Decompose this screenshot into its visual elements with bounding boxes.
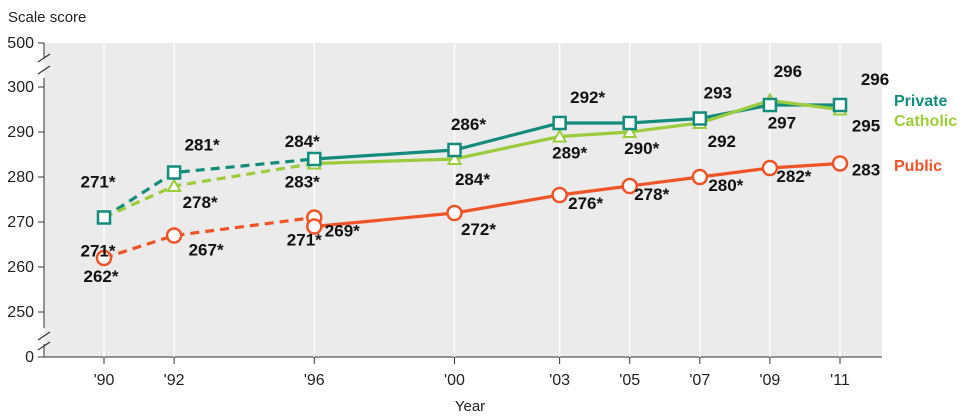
data-label: 272* [461, 220, 496, 239]
y-tick-label: 280 [7, 169, 34, 186]
data-label: 292* [570, 88, 605, 107]
marker-circle-public [165, 227, 183, 244]
y-tick-label: 500 [7, 35, 34, 52]
marker-square-private [552, 115, 567, 131]
legend-label-private: Private [894, 93, 947, 110]
marker-circle-public [831, 155, 849, 172]
marker-square-private [166, 165, 182, 180]
marker-square-private [96, 210, 112, 225]
x-tick-label: '05 [619, 372, 640, 389]
x-tick-label: '09 [759, 372, 780, 389]
data-label: 262* [84, 267, 119, 286]
data-label: 278* [183, 193, 218, 212]
x-tick-label: '92 [164, 372, 185, 389]
data-label: 271* [81, 173, 116, 192]
marker-triangle-catholic [446, 150, 463, 165]
data-label: 276* [568, 194, 603, 213]
data-label: 284* [285, 132, 320, 151]
data-label: 293 [704, 84, 732, 103]
marker-square-private [622, 115, 637, 131]
data-label: 286* [451, 115, 486, 134]
legend-label-public: Public [894, 158, 942, 175]
axes: 0 250 260 270 280 290 300 500 '90 '92 '96 '00 '03 '05… [7, 35, 882, 389]
data-labels: 271* 281* 284* 286* 292* 293 296 296 271* 278* 283… [81, 62, 890, 286]
y-axis-title: Scale score [8, 9, 86, 26]
x-tick-label: '11 [830, 372, 850, 389]
axis-break-top [37, 53, 51, 75]
data-label: 297 [768, 114, 796, 133]
marker-circle-public [551, 186, 568, 204]
data-label: 281* [185, 136, 220, 155]
marker-square-private [447, 142, 462, 158]
data-label: 296 [861, 70, 889, 89]
marker-circle-public [95, 249, 113, 267]
y-tick-label: 0 [25, 349, 34, 366]
data-label: 269* [325, 222, 360, 241]
data-label: 290* [624, 139, 659, 158]
marker-circle-public [761, 159, 779, 177]
marker-triangle-catholic [551, 128, 568, 143]
x-axis-title: Year [455, 398, 485, 415]
data-label: 271* [81, 242, 116, 261]
marker-square-private [692, 111, 708, 126]
marker-square-private [832, 97, 848, 113]
x-tick-label: '00 [444, 372, 465, 389]
data-label: 267* [189, 241, 224, 260]
x-tick-label: '96 [304, 372, 325, 389]
x-tick-label: '03 [549, 372, 570, 389]
data-label: 283 [852, 161, 880, 180]
data-label: 296 [774, 62, 802, 81]
data-label: 295 [852, 117, 880, 136]
series-line-dashed-public [103, 215, 315, 260]
data-label: 284* [455, 170, 490, 189]
marker-circle-public [446, 204, 463, 222]
marker-circle-public [691, 168, 709, 186]
marker-square-private [762, 97, 778, 113]
axis-break-bottom [37, 331, 51, 351]
data-label: 271* [287, 231, 322, 250]
y-tick-label: 290 [7, 124, 34, 141]
data-label: 280* [708, 176, 743, 195]
marker-triangle-catholic [166, 177, 182, 192]
y-tick-label: 270 [7, 214, 34, 231]
marker-square-private [307, 151, 322, 167]
series-layer [95, 92, 849, 267]
legend: Private Catholic Public [894, 93, 957, 175]
y-tick-label: 260 [7, 259, 34, 276]
plot-background [44, 43, 882, 357]
data-label: 289* [552, 144, 587, 163]
marker-circle-public [306, 218, 323, 235]
data-label: 282* [776, 167, 811, 186]
marker-circle-public [621, 177, 638, 195]
x-tick-label: '90 [94, 372, 115, 389]
y-tick-label: 250 [7, 304, 34, 321]
x-tick-label: '07 [689, 372, 710, 389]
legend-label-catholic: Catholic [894, 113, 957, 130]
marker-triangle-catholic [622, 123, 638, 138]
y-tick-label: 300 [7, 79, 34, 96]
data-label: 292 [708, 132, 736, 151]
data-label: 283* [285, 173, 320, 192]
data-label: 278* [634, 185, 669, 204]
